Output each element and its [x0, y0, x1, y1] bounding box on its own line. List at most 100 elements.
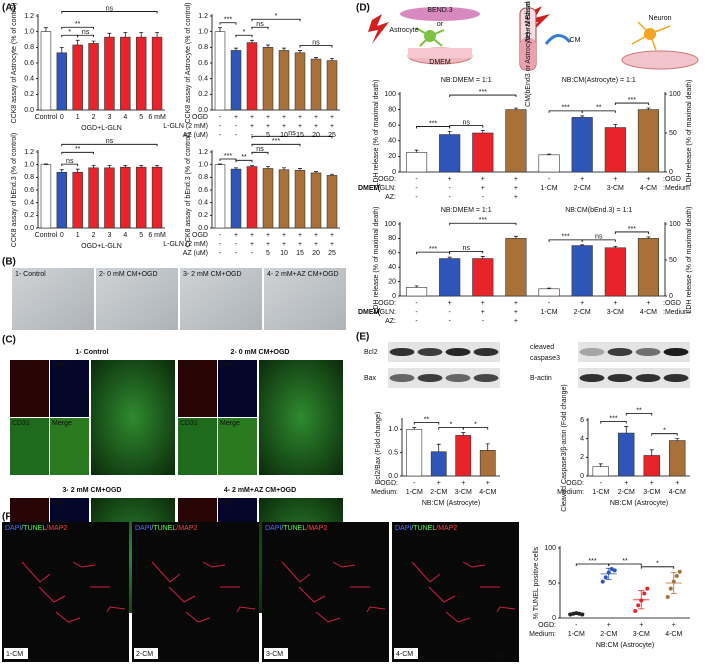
- sig-label: ns: [463, 245, 471, 252]
- row-value: +: [282, 241, 286, 248]
- row-value: -: [415, 185, 418, 192]
- row-value: +: [282, 114, 286, 121]
- neurite: [281, 561, 311, 583]
- x-axis-label: NB:CM (Astrocyte): [422, 500, 480, 507]
- row-value: +: [514, 309, 518, 316]
- blot-label: cleaved: [530, 344, 554, 351]
- bar: [406, 429, 423, 477]
- row-value: +: [298, 232, 302, 239]
- bar: [214, 164, 226, 229]
- dish: [621, 50, 699, 70]
- error-bar: [155, 164, 160, 168]
- stain-label: DAPI/TUNEL/MAP2: [135, 525, 197, 532]
- row-value: +: [514, 318, 518, 325]
- neurite: [185, 611, 211, 623]
- sig-label: ns: [82, 29, 90, 36]
- error-bar: [282, 47, 286, 51]
- row-value: 4-CM: [479, 489, 496, 496]
- data-point: [636, 603, 641, 608]
- image-label: 1- Control: [15, 271, 46, 278]
- y-axis-label: Cleaved Caspase3/β-actin (Fold change): [561, 384, 568, 511]
- row-value: +: [250, 123, 254, 130]
- row-value: +: [234, 232, 238, 239]
- bar: [230, 168, 242, 229]
- y-tick-label: 100: [384, 91, 396, 98]
- sig-bracket: [600, 421, 627, 424]
- sig-label: ***: [272, 138, 280, 145]
- row-value: +: [624, 480, 628, 487]
- sig-label: ns: [256, 146, 264, 153]
- stain-part: /MAP2: [306, 525, 327, 532]
- bar: [135, 36, 147, 111]
- x-tick-label: 3: [107, 114, 111, 121]
- sig-bracket: [235, 159, 253, 163]
- sig-bracket: [614, 231, 649, 234]
- y-tick-label: 1.2: [198, 13, 208, 20]
- y-tick-label: 0.8: [198, 44, 208, 51]
- sig-bracket: [61, 143, 158, 147]
- stain-part: /TUNEL: [281, 525, 306, 532]
- bar: [326, 175, 338, 229]
- blot: [388, 368, 500, 388]
- row-value: +: [330, 123, 334, 130]
- blot-band: [473, 374, 499, 382]
- image-title: 2- 0 mM CM+OGD: [231, 349, 290, 356]
- y-tick-label: 100: [384, 221, 396, 228]
- row-value: -: [548, 300, 551, 307]
- image-label: 4-CM: [396, 651, 413, 658]
- blot-label: Bcl2: [364, 349, 378, 356]
- blot-band: [445, 348, 471, 356]
- y-tick-label: 40: [388, 138, 396, 145]
- row-value: -: [600, 480, 603, 487]
- stain-part: DAPI: [135, 525, 151, 532]
- bar: [571, 245, 593, 297]
- y-axis-label: LDH release (% of maximal death): [373, 80, 380, 187]
- y-tick-label: 0.2: [24, 91, 34, 98]
- sig-bracket: [449, 251, 484, 254]
- sig-bracket: [61, 11, 158, 14]
- y-tick-label: 1.0: [24, 29, 34, 36]
- neurite: [21, 561, 51, 583]
- neurite: [38, 586, 66, 603]
- bar: [618, 432, 635, 477]
- row-name: Medium:: [557, 489, 584, 496]
- row-value: +: [298, 241, 302, 248]
- channel-label: Merge: [52, 420, 72, 427]
- row-value: -: [449, 194, 452, 201]
- sig-bracket: [581, 239, 616, 242]
- row-value: -: [449, 318, 452, 325]
- data-point: [612, 568, 617, 573]
- image-label: 3- 2 mM CM+OGD: [183, 271, 242, 278]
- sig-label: *: [68, 29, 71, 36]
- sig-bracket: [251, 135, 333, 139]
- error-bar: [218, 163, 222, 165]
- row-value: -: [251, 250, 254, 257]
- bar: [571, 117, 593, 173]
- error-bar: [447, 131, 452, 135]
- bar: [104, 36, 115, 111]
- sig-bracket: [608, 563, 642, 566]
- row-name: OGD:: [566, 480, 584, 487]
- y-tick-label: 100: [544, 545, 556, 552]
- bar: [405, 287, 428, 297]
- stain-part: /TUNEL: [411, 525, 436, 532]
- row-value: +: [607, 622, 611, 629]
- sig-bracket: [251, 143, 301, 147]
- row-value: +: [330, 114, 334, 121]
- row-value: 1-CM: [592, 489, 609, 496]
- panel-label: (B): [2, 257, 16, 268]
- data-point: [633, 609, 638, 613]
- error-bar: [234, 167, 238, 170]
- neurite: [445, 611, 471, 623]
- bar: [104, 167, 115, 229]
- blot-band: [473, 348, 499, 356]
- row-value: -: [219, 232, 222, 239]
- row-value: 1-CM: [568, 631, 585, 638]
- row-name: AZ:: [385, 194, 396, 201]
- bar: [294, 52, 306, 111]
- bar: [310, 172, 322, 229]
- row-name: Medium:: [529, 631, 556, 638]
- bar: [604, 127, 626, 173]
- error-bar: [107, 32, 112, 38]
- sig-label: **: [596, 105, 602, 112]
